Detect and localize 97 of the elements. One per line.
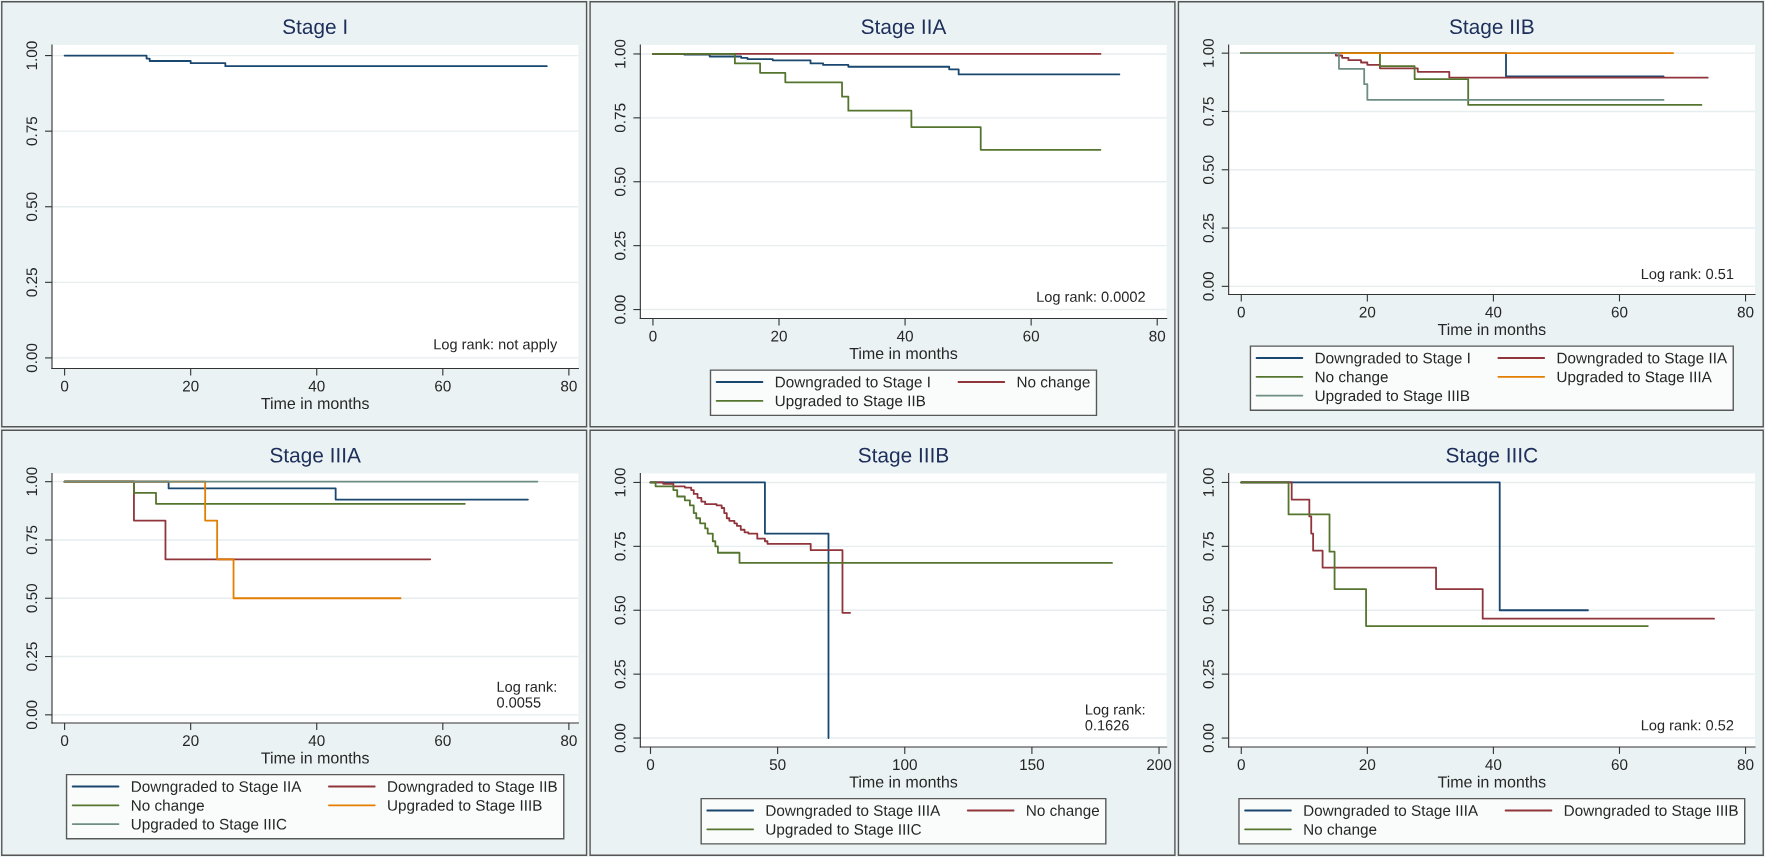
legend-label: No change [1027,804,1100,819]
x-tick-label: 40 [1485,759,1502,771]
legend-label: Downgraded to Stage I [775,376,930,391]
x-tick-label: 20 [182,380,199,392]
legend-label: No change [1304,823,1377,838]
y-tick-label: 1.00 [614,468,626,497]
x-axis-title: Time in months [1437,323,1546,336]
y-tick-label: 1.00 [1203,468,1214,497]
y-tick-label: 0.25 [614,231,626,260]
legend-label: Upgraded to Stage IIIC [131,818,287,833]
legend-label: Upgraded to Stage IIIB [388,799,542,814]
x-tick-label: 60 [1023,330,1040,342]
legend-label: Upgraded to Stage IIIB [1315,389,1470,405]
chart-title: Stage IIA [861,19,947,39]
x-tick-label: 40 [308,380,325,392]
y-tick-label: 0.50 [614,595,626,625]
y-tick-label: 1.00 [26,41,38,70]
x-tick-label: 80 [561,735,577,747]
y-tick-label: 1.00 [614,39,626,68]
y-tick-label: 0.00 [26,343,38,373]
x-tick-label: 150 [1020,759,1045,771]
annotation: Log rank: 0.0002 [1037,291,1145,305]
x-tick-label: 60 [435,380,451,392]
y-tick-label: 0.00 [614,723,626,753]
y-tick-label: 0.75 [26,116,38,146]
y-tick-label: 0.50 [1203,155,1214,185]
x-tick-label: 80 [1737,306,1754,318]
annotation: Log rank: 0.0055 [497,681,556,708]
y-tick-label: 0.50 [26,192,38,222]
x-axis-title: Time in months [849,347,958,360]
x-tick-label: 80 [1149,330,1166,342]
x-axis-title: Time in months [261,751,369,764]
chart-title: Stage IIIC [1446,447,1538,467]
x-axis-title: Time in months [849,775,958,788]
y-tick-label: 0.00 [1203,723,1214,753]
legend-label: Downgraded to Stage IIB [388,780,557,795]
x-tick-label: 80 [1737,759,1754,771]
annotation: Log rank: 0.51 [1641,268,1734,283]
x-tick-label: 40 [1485,306,1502,318]
x-tick-label: 60 [1611,306,1628,318]
legend-label: Downgraded to Stage IIIB [1564,804,1738,819]
y-tick-label: 0.75 [614,103,626,133]
x-tick-label: 0 [1237,306,1245,318]
y-tick-label: 0.00 [614,295,626,324]
x-tick-label: 0 [646,759,655,771]
legend-label: Upgraded to Stage IIIA [1557,371,1712,386]
legend-label: Downgraded to Stage I [1315,352,1470,367]
x-tick-label: 0 [60,735,69,747]
y-tick-label: 0.25 [1203,213,1214,243]
chart-title: Stage IIIB [858,447,949,467]
y-tick-label: 0.50 [1203,595,1214,625]
x-axis-title: Time in months [1437,775,1546,788]
x-tick-label: 200 [1147,759,1172,771]
y-tick-label: 0.75 [1203,532,1214,561]
legend-label: Upgraded to Stage IIB [775,395,926,410]
chart-title: Stage IIB [1449,19,1534,39]
chart-title: Stage I [283,19,347,39]
legend-label: Downgraded to Stage IIA [131,780,302,795]
x-tick-label: 60 [1611,759,1628,771]
legend-label: Downgraded to Stage IIA [1557,352,1728,367]
y-tick-label: 1.00 [1203,38,1214,67]
y-tick-label: 0.50 [614,167,626,197]
legend-label: Downgraded to Stage IIIA [766,804,941,819]
y-tick-label: 0.25 [614,659,626,689]
x-tick-label: 20 [182,735,199,747]
annotation: Log rank: 0.1626 [1085,704,1145,731]
y-tick-label: 0.00 [26,700,38,730]
legend-label: No change [131,799,204,814]
legend-label: No change [1017,376,1090,391]
y-tick-label: 0.00 [1203,272,1214,301]
legend-label: Downgraded to Stage IIIA [1304,804,1479,819]
x-tick-label: 60 [435,735,451,747]
chart-title: Stage IIIA [270,447,361,467]
y-tick-label: 0.75 [26,525,38,555]
y-tick-label: 0.25 [26,268,38,297]
x-tick-label: 50 [769,759,786,771]
x-tick-label: 20 [1359,759,1376,771]
y-tick-label: 0.75 [1203,97,1214,126]
x-axis-title: Time in months [261,397,369,410]
x-tick-label: 40 [896,330,913,342]
y-tick-label: 0.25 [1203,659,1214,689]
x-tick-label: 100 [893,759,917,771]
x-tick-label: 20 [771,330,787,342]
y-tick-label: 1.00 [26,467,38,496]
annotation: Log rank: 0.52 [1641,719,1734,734]
y-tick-label: 0.25 [26,642,38,671]
annotation: Log rank: not apply [434,338,558,353]
y-tick-label: 0.50 [26,583,38,613]
x-tick-label: 40 [308,735,325,747]
x-tick-label: 80 [561,380,577,392]
x-tick-label: 0 [60,380,69,392]
y-tick-label: 0.75 [614,532,626,561]
legend-label: Upgraded to Stage IIIC [766,823,922,838]
x-tick-label: 0 [1237,759,1245,771]
x-tick-label: 20 [1359,306,1376,318]
x-tick-label: 0 [649,330,657,342]
legend-label: No change [1315,371,1388,386]
